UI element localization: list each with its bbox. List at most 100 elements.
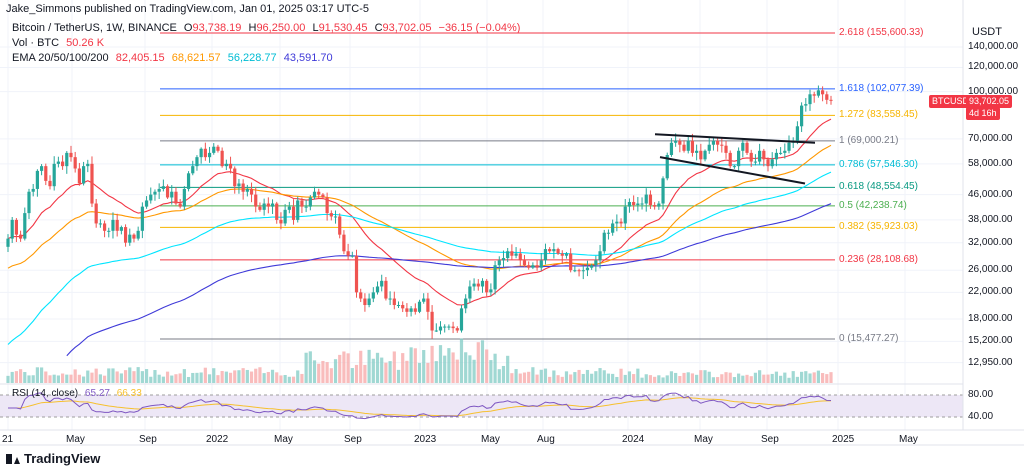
volume-bar — [39, 367, 44, 383]
rsi-legend[interactable]: RSI (14, close) 65.27 66.33 — [12, 388, 146, 399]
volume-bar — [556, 375, 560, 383]
price-tick-label: 26,000.00 — [968, 264, 1013, 276]
volume-bar — [455, 359, 459, 383]
volume-bar — [825, 374, 829, 383]
candle-body — [132, 234, 136, 239]
candle-body — [581, 270, 585, 272]
volume-value: 50.26 K — [66, 37, 105, 49]
candle-body — [107, 230, 111, 232]
volume-bar — [102, 375, 107, 383]
time-tick-label: 2025 — [832, 434, 855, 445]
volume-bar — [720, 374, 724, 383]
candle-body — [417, 301, 422, 312]
candle-body — [573, 270, 577, 272]
candle-body — [758, 150, 762, 162]
volume-bar — [300, 373, 304, 383]
candle-body — [18, 234, 23, 239]
candle-body — [762, 150, 766, 160]
symbol-badge: BTCUSDT — [929, 95, 978, 108]
volume-bar — [779, 375, 783, 383]
volume-bar — [65, 374, 69, 383]
tradingview-logo[interactable]: TradingView — [6, 451, 100, 466]
candle-body — [312, 191, 317, 198]
candle-body — [665, 155, 669, 179]
volume-bar — [31, 375, 35, 383]
candle-body — [426, 298, 430, 312]
candle-body — [161, 186, 165, 189]
volume-bar — [367, 349, 371, 383]
volume-bar — [10, 371, 14, 383]
candle-body — [367, 298, 371, 306]
tradingview-wordmark: TradingView — [24, 451, 101, 466]
time-tick-label: May — [899, 434, 918, 445]
candle-body — [632, 201, 636, 206]
price-tick-label: 38,000.00 — [968, 213, 1013, 225]
candle-body — [753, 161, 758, 163]
price-tick-label: 140,000.00 — [968, 41, 1019, 52]
volume-bar — [258, 367, 262, 383]
candle-body — [123, 227, 128, 243]
rsi-line — [8, 392, 832, 420]
volume-bar — [447, 348, 451, 383]
volume-bar — [476, 342, 480, 383]
price-tick-label: 46,000.00 — [968, 188, 1013, 200]
volume-bar — [401, 353, 405, 383]
fib-label-0: 0 (15,477.27) — [839, 333, 899, 344]
volume-bar — [804, 371, 808, 383]
volume-bar — [665, 375, 669, 383]
candle-body — [165, 186, 170, 198]
candle-body — [653, 205, 657, 207]
volume-bar — [741, 375, 745, 383]
candle-body — [52, 163, 56, 187]
volume-bar — [657, 375, 661, 383]
candle-body — [501, 258, 506, 261]
volume-bar — [678, 376, 682, 383]
candle-body — [342, 234, 346, 252]
candle-body — [434, 330, 438, 332]
volume-bar — [493, 353, 497, 383]
volume-bar — [48, 375, 52, 383]
candle-body — [690, 140, 695, 153]
candle-body — [443, 326, 447, 328]
volume-bar — [199, 372, 203, 383]
wedge-trendlines — [654, 133, 816, 185]
ema-legend[interactable]: EMA 20/50/100/200 82,405.15 68,621.57 56… — [12, 52, 337, 64]
symbol-title[interactable]: Bitcoin / TetherUS, 1W, BINANCE — [12, 22, 177, 34]
volume-bar — [392, 351, 396, 383]
candle-body — [703, 150, 707, 160]
candle-body — [451, 326, 455, 329]
candle-body — [468, 286, 472, 299]
candle-body — [409, 308, 413, 312]
candle-body — [699, 150, 703, 160]
candle-body — [396, 305, 401, 307]
time-tick-label: May — [274, 434, 293, 445]
volume-bar — [468, 355, 472, 383]
volume-legend[interactable]: Vol · BTC 50.26 K — [12, 37, 108, 49]
candle-body — [300, 200, 304, 207]
candle-body — [170, 191, 174, 198]
candle-body — [153, 191, 157, 195]
ema100-line — [7, 171, 832, 345]
candle-body — [262, 203, 266, 210]
ema50-line — [7, 144, 832, 270]
currency-label[interactable]: USDT — [972, 26, 1002, 38]
volume-bar — [69, 374, 73, 383]
candle-body — [493, 265, 497, 290]
low-value: 91,530.45 — [318, 22, 368, 34]
candle-body — [119, 227, 123, 231]
candle-body — [422, 298, 426, 302]
candle-body — [56, 161, 60, 164]
volume-bar — [648, 375, 653, 383]
candle-body — [90, 163, 94, 204]
candle-body — [359, 292, 363, 299]
candle-body — [333, 216, 338, 218]
wedge-lower-line — [659, 156, 806, 185]
candle-body — [304, 206, 308, 208]
candle-body — [531, 265, 535, 268]
volume-bars — [6, 338, 833, 383]
candle-body — [94, 203, 98, 224]
time-tick-label: Sep — [344, 434, 362, 445]
candle-body — [518, 253, 522, 261]
volume-bar — [543, 368, 548, 383]
